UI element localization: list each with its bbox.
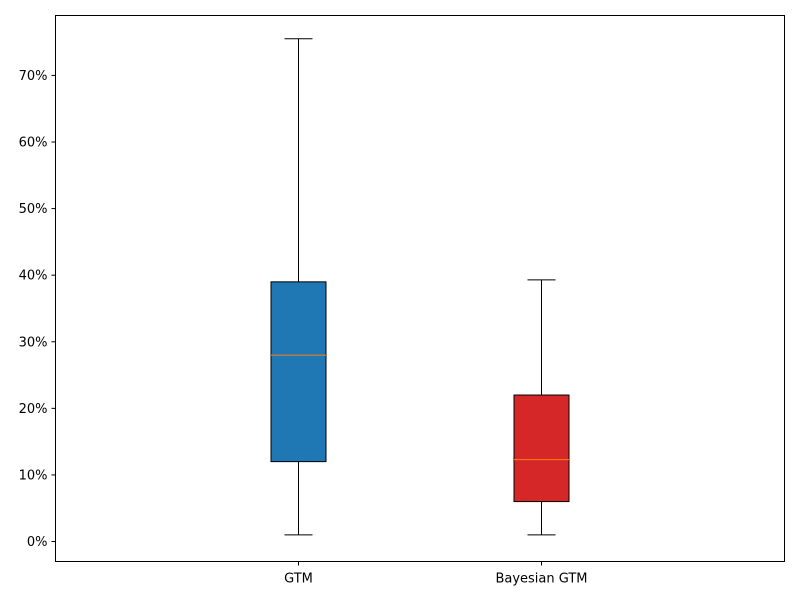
plot-frame bbox=[55, 15, 785, 562]
y-tick-label: 40% bbox=[19, 269, 48, 284]
y-tick-label: 10% bbox=[19, 468, 48, 483]
y-tick-label: 20% bbox=[19, 402, 48, 417]
boxes-layer bbox=[270, 38, 570, 536]
y-tick-label: 30% bbox=[19, 335, 48, 350]
y-tick-label: 50% bbox=[19, 202, 48, 217]
iqr-box bbox=[513, 394, 570, 503]
x-tick-label: GTM bbox=[284, 572, 313, 587]
y-tick-label: 0% bbox=[27, 535, 48, 550]
box-group bbox=[513, 279, 570, 536]
y-tick-label: 60% bbox=[19, 136, 48, 151]
x-tick-label: Bayesian GTM bbox=[495, 572, 587, 587]
x-axis: GTM Bayesian GTM bbox=[284, 561, 588, 587]
iqr-box bbox=[270, 281, 327, 463]
y-axis: 0% 10% 20% 30% 40% 50% 60% 70% bbox=[19, 69, 56, 550]
box-group bbox=[270, 38, 327, 536]
y-tick-label: 70% bbox=[19, 69, 48, 84]
